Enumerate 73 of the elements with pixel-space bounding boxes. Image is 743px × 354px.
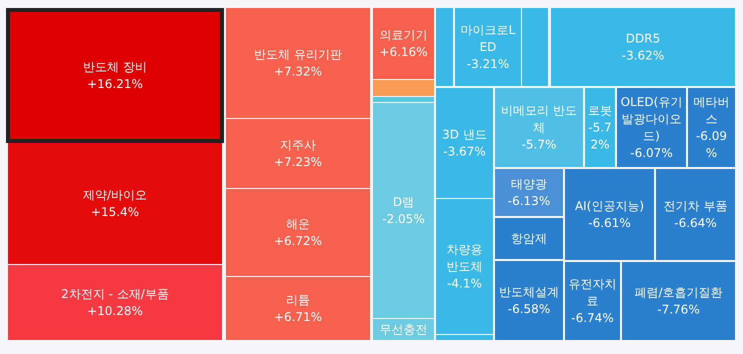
data-label: -5.72% xyxy=(588,120,612,152)
data-label: +6.72% xyxy=(274,234,322,248)
cell: 메타버스 -6.09% xyxy=(688,88,735,167)
category-label: 리튬 xyxy=(286,293,310,307)
cell: 유전자치료 -6.74% xyxy=(565,262,620,340)
category-label: 메타버스 xyxy=(694,95,730,126)
cell: 비메모리 반도체 -5.7% xyxy=(495,88,583,167)
category-label: D램 xyxy=(392,195,414,209)
data-label: +7.32% xyxy=(274,64,322,78)
cell: 리튬 +6.71% xyxy=(226,277,370,340)
category-label: 지주사 xyxy=(280,138,316,152)
category-label: 폐렴/호흡기질환 xyxy=(634,286,723,300)
cell: 반도체설계 -6.58% xyxy=(495,261,563,340)
category-label: 2차전지 - 소재/부품 xyxy=(61,287,169,301)
cell: D램 -2.05% xyxy=(373,103,434,318)
category-label: 반도체 유리기판 xyxy=(254,48,342,62)
cell: 지주사 +7.23% xyxy=(226,119,370,188)
data-label: -6.64% xyxy=(674,216,717,230)
category-label: 반도체설계 xyxy=(499,285,559,299)
category-label: 전기차 부품 xyxy=(664,199,728,213)
category-label: 마이크로LED xyxy=(460,23,516,54)
category-label: 항암제 xyxy=(511,232,547,246)
category-label: 차량용 반도체 xyxy=(446,242,482,274)
data-label: -3.67% xyxy=(443,144,486,158)
cell: 제약/바이오 +15.4% xyxy=(8,143,222,264)
category-label: 태양광 xyxy=(511,177,547,191)
data-label: -2.05% xyxy=(382,212,425,226)
cell: 차량용 반도체 -4.1% xyxy=(436,199,493,334)
data-label: +6.16% xyxy=(379,45,428,59)
cell: AI(인공지능) -6.61% xyxy=(565,169,654,260)
data-label: +15.4% xyxy=(90,205,140,219)
category-label: 무선충전 xyxy=(380,322,428,336)
data-label: -3.21% xyxy=(466,57,510,71)
cell: 2차전지 - 소재/부품 +10.28% xyxy=(8,265,222,340)
data-label: +6.71% xyxy=(274,310,322,324)
cell: 폐렴/호흡기질환 -7.76% xyxy=(622,262,735,340)
category-label: 해운 xyxy=(286,217,310,231)
data-label: -6.13% xyxy=(508,194,550,208)
category-label: 3D 낸드 xyxy=(442,128,487,142)
data-label: -3.62% xyxy=(622,48,664,62)
data-label: +10.28% xyxy=(87,304,143,318)
data-label: +16.21% xyxy=(87,77,143,91)
cell: 로봇 -5.72% xyxy=(585,88,615,167)
category-label: OLED(유기발광다이오드) xyxy=(620,95,682,143)
category-label: 의료기기 xyxy=(380,28,428,42)
cell: 반도체 유리기판 +7.32% xyxy=(226,8,370,118)
cell: OLED(유기발광다이오드) -6.07% xyxy=(617,88,686,167)
cell: DDR5 -3.62% xyxy=(551,8,735,86)
data-label: -5.7% xyxy=(522,138,556,152)
data-label: -4.1% xyxy=(447,276,482,290)
category-label: AI(인공지능) xyxy=(574,199,644,213)
cell: 태양광 -6.13% xyxy=(495,169,563,216)
data-label: -6.07% xyxy=(630,146,673,160)
category-label: 제약/바이오 xyxy=(82,188,148,202)
category-label: 유전자치료 xyxy=(568,277,616,308)
category-label: 로봇 xyxy=(588,104,612,118)
data-label: -6.58% xyxy=(508,302,550,316)
cell: 항암제 xyxy=(495,218,563,259)
cell: 3D 낸드 -3.67% xyxy=(436,88,493,198)
data-label: -7.76% xyxy=(657,302,700,316)
cell: 무선충전 xyxy=(373,319,434,340)
cell: 전기차 부품 -6.64% xyxy=(656,169,735,260)
cell: 반도체 장비 +16.21% xyxy=(6,8,224,143)
data-label: +7.23% xyxy=(274,155,322,169)
data-label: -6.74% xyxy=(571,311,614,325)
category-label: DDR5 xyxy=(626,32,660,46)
cell: 해운 +6.72% xyxy=(226,189,370,276)
cell: 의료기기 +6.16% xyxy=(373,8,434,79)
data-label: -6.61% xyxy=(588,216,631,230)
data-label: -6.09% xyxy=(696,129,728,160)
cell: 마이크로LED -3.21% xyxy=(455,8,521,86)
category-label: 비메모리 반도체 xyxy=(501,104,577,134)
category-label: 반도체 장비 xyxy=(83,60,147,74)
